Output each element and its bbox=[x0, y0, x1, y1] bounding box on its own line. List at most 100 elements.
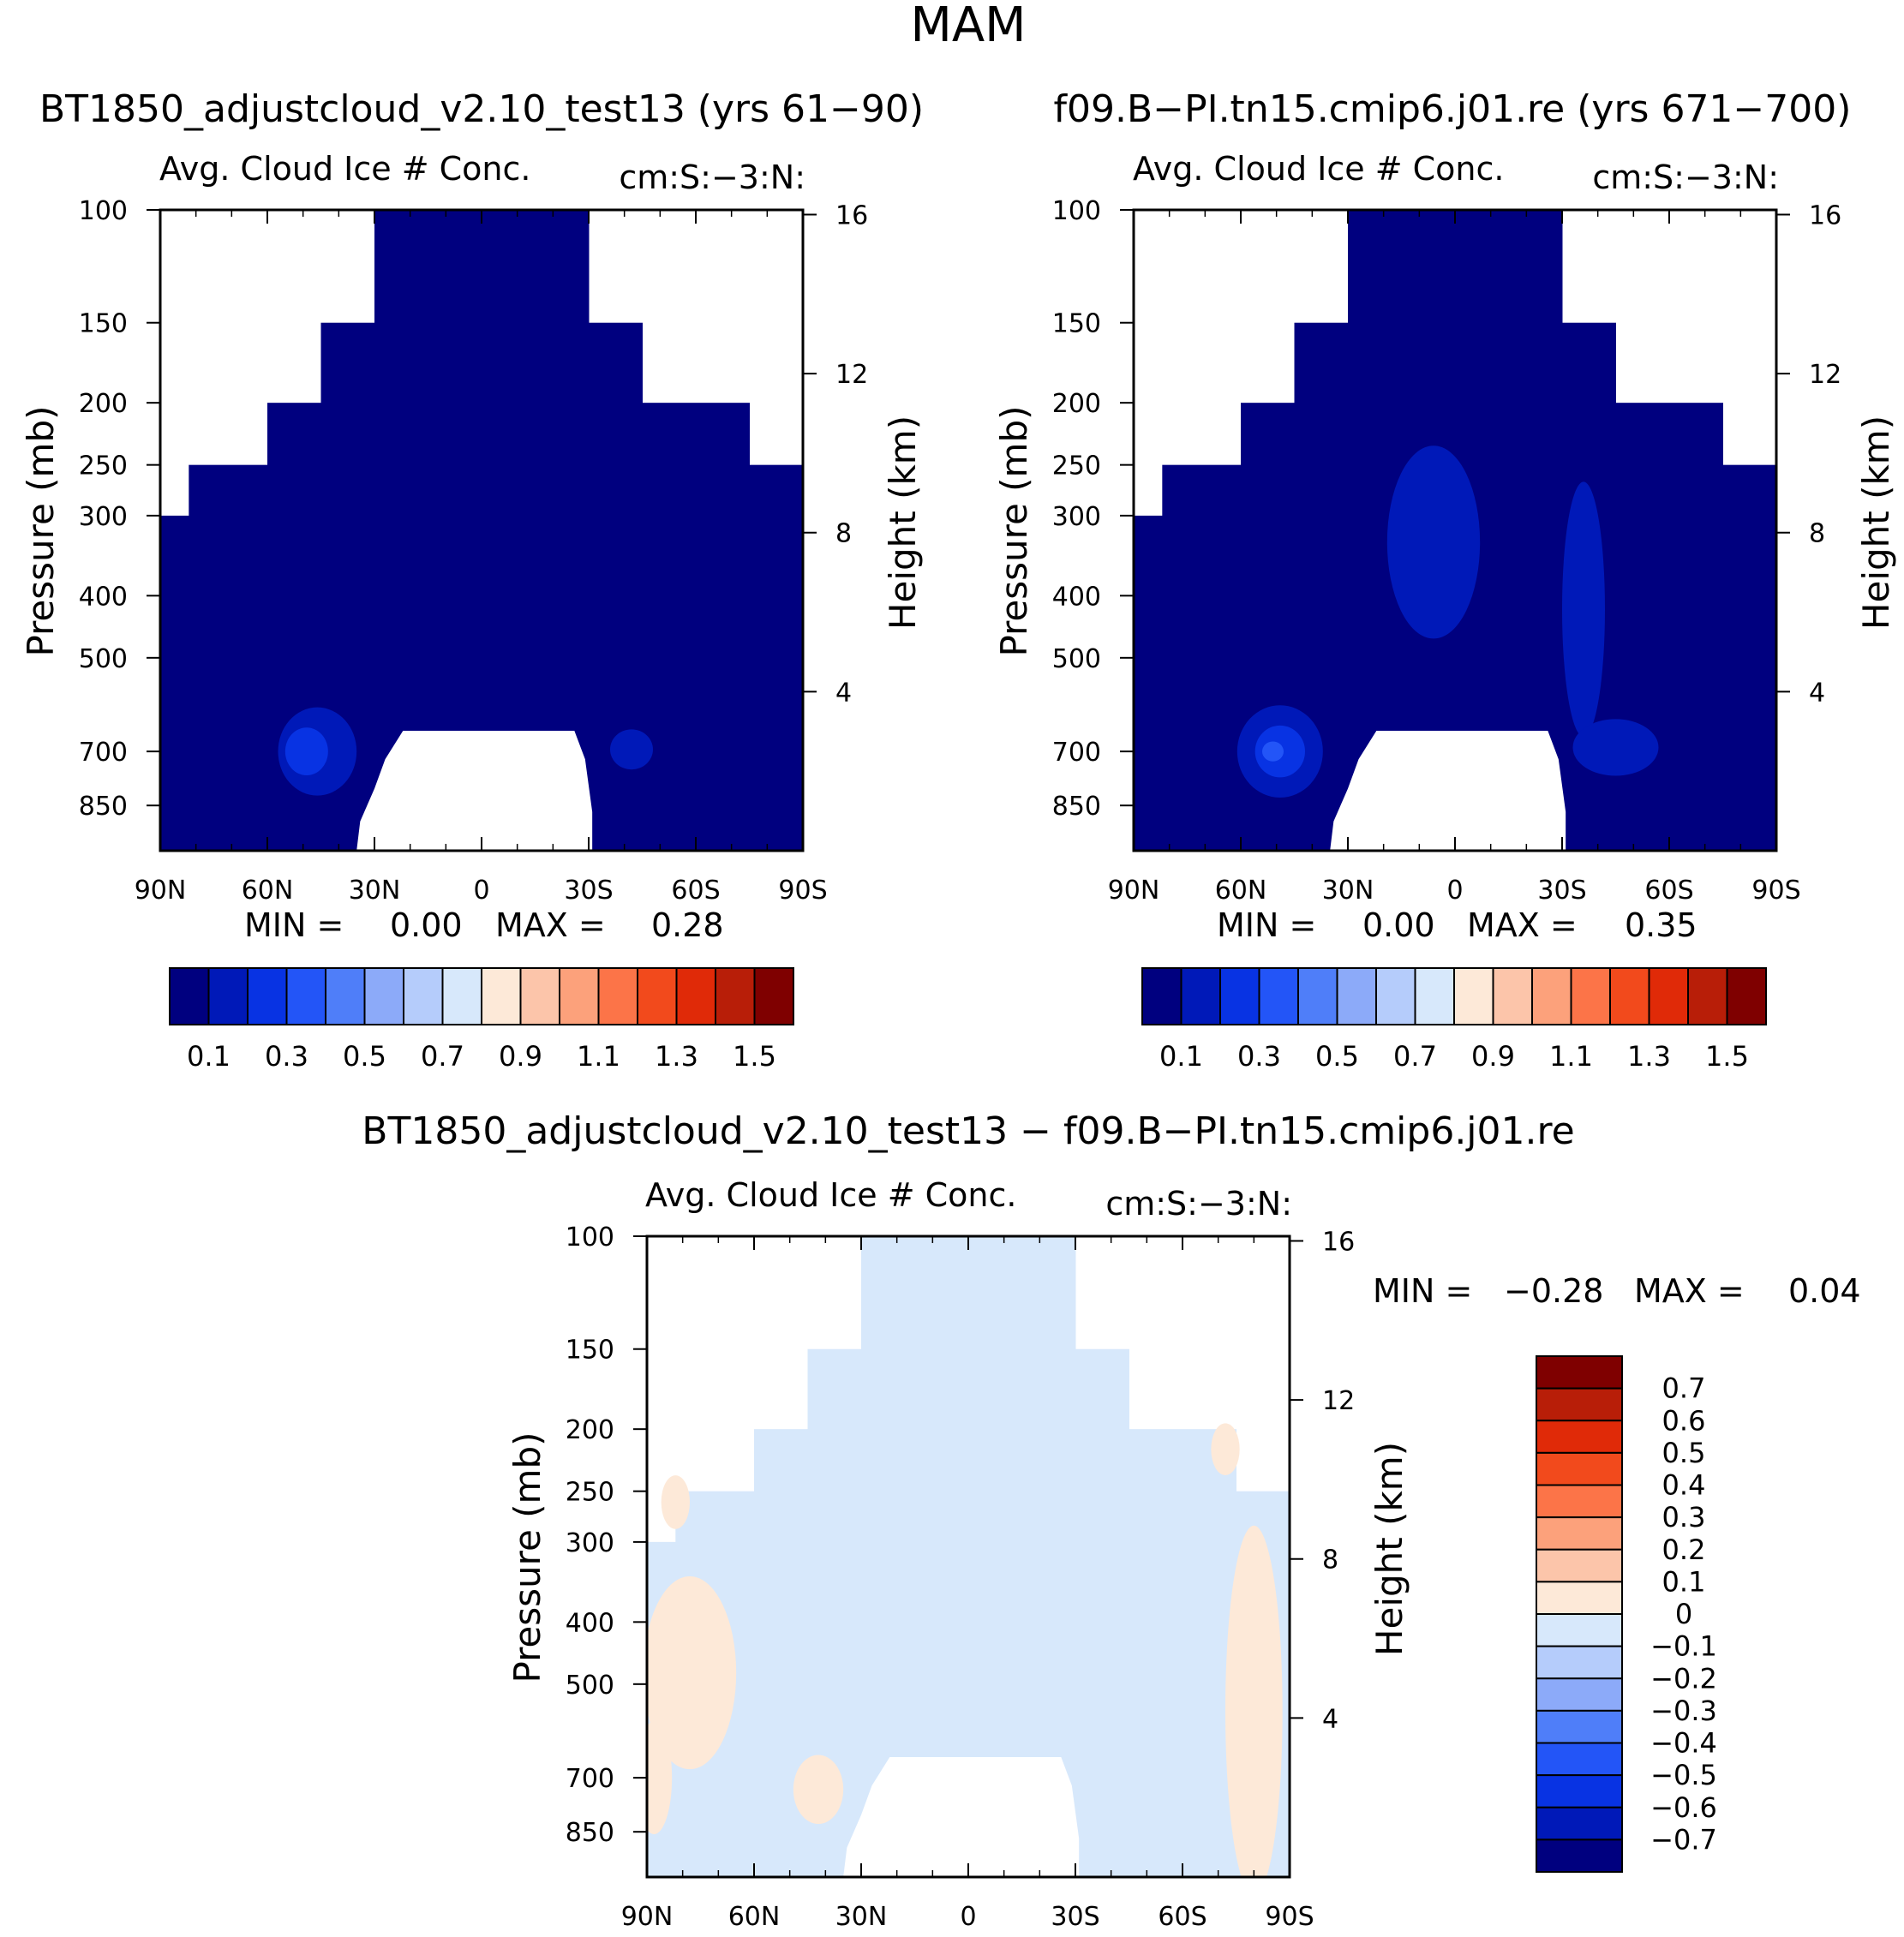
y-tick-label: 850 bbox=[566, 1818, 614, 1848]
max-value: 0.04 bbox=[1788, 1272, 1861, 1310]
y-tick-label: 400 bbox=[566, 1608, 614, 1638]
colorbar-swatch bbox=[1536, 1806, 1623, 1841]
colorbar-swatch bbox=[403, 967, 444, 1025]
x-tick-label: 90N bbox=[621, 1902, 674, 1932]
y-right-tick-label: 4 bbox=[835, 678, 852, 708]
figure-title: MAM bbox=[911, 0, 1027, 53]
contour-region bbox=[647, 1721, 673, 1834]
colorbar-swatch bbox=[1336, 967, 1377, 1025]
y-tick-label: 700 bbox=[566, 1764, 614, 1794]
colorbar-swatch bbox=[1414, 967, 1455, 1025]
x-tick-label: 30S bbox=[1537, 876, 1586, 906]
colorbar-swatch bbox=[1536, 1548, 1623, 1583]
y-tick-label: 500 bbox=[79, 644, 128, 674]
colorbar-swatch bbox=[1453, 967, 1494, 1025]
contour-region bbox=[661, 1475, 690, 1529]
y-tick-label: 200 bbox=[1052, 389, 1101, 419]
field-layer bbox=[160, 210, 803, 851]
units-label: cm:S:−3:N: bbox=[1592, 158, 1779, 196]
min-label: MIN = bbox=[1373, 1272, 1472, 1310]
y-tick-label: 700 bbox=[1052, 738, 1101, 768]
y-tick-label: 150 bbox=[1052, 309, 1101, 339]
colorbar-swatch bbox=[207, 967, 248, 1025]
y-right-tick-label: 16 bbox=[835, 200, 868, 230]
colorbar: 0.70.60.50.40.30.20.10−0.1−0.2−0.3−0.4−0… bbox=[1536, 1355, 1717, 1873]
panel-title: BT1850_adjustcloud_v2.10_test13 (yrs 61−… bbox=[39, 87, 924, 131]
colorbar-swatch bbox=[1536, 1613, 1623, 1647]
field-background bbox=[160, 515, 189, 851]
colorbar-label: 0.4 bbox=[1662, 1469, 1706, 1502]
orography-mask bbox=[356, 731, 593, 851]
colorbar-label: 0.7 bbox=[1393, 1040, 1437, 1073]
x-tick-label: 90S bbox=[1265, 1902, 1314, 1932]
colorbar-label: 1.3 bbox=[1627, 1040, 1671, 1073]
y-axis-title-left: Pressure (mb) bbox=[20, 405, 62, 656]
field-layer bbox=[647, 1236, 1290, 1877]
colorbar-label: 0.3 bbox=[1662, 1501, 1706, 1533]
colorbar-label: 0.6 bbox=[1662, 1404, 1706, 1437]
contour-plot bbox=[1132, 208, 1778, 852]
x-tick-label: 30S bbox=[564, 876, 613, 906]
y-tick-label: 700 bbox=[79, 738, 128, 768]
colorbar-swatch bbox=[1687, 967, 1728, 1025]
y-right-tick-label: 8 bbox=[1322, 1545, 1338, 1575]
y-axis-ticks-right: 16 12 8 4 bbox=[1776, 200, 1841, 708]
colorbar-label: 0.9 bbox=[1471, 1040, 1515, 1073]
x-tick-label: 60S bbox=[1158, 1902, 1206, 1932]
max-label: MAX = bbox=[1634, 1272, 1745, 1310]
colorbar-swatch bbox=[1570, 967, 1611, 1025]
variable-label: Avg. Cloud Ice # Conc. bbox=[645, 1176, 1016, 1214]
colorbar-swatch bbox=[363, 967, 404, 1025]
colorbar-label: 0.2 bbox=[1662, 1533, 1706, 1566]
variable-label: Avg. Cloud Ice # Conc. bbox=[159, 150, 530, 188]
colorbar-swatch bbox=[1536, 1742, 1623, 1777]
y-right-tick-label: 12 bbox=[1809, 360, 1841, 390]
x-tick-label: 90S bbox=[1751, 876, 1800, 906]
colorbar-swatch bbox=[1536, 1355, 1623, 1390]
colorbar-swatch bbox=[1726, 967, 1767, 1025]
x-tick-label: 90N bbox=[135, 876, 187, 906]
colorbar-swatch bbox=[597, 967, 638, 1025]
x-tick-label: 60N bbox=[1215, 876, 1267, 906]
field-layer bbox=[1134, 210, 1776, 851]
colorbar-swatch bbox=[1536, 1516, 1623, 1551]
colorbar-swatch bbox=[1536, 1677, 1623, 1712]
colorbar-label: −0.3 bbox=[1650, 1695, 1717, 1727]
colorbar-label: −0.5 bbox=[1650, 1759, 1717, 1791]
y-axis-ticks-right: 16 12 8 4 bbox=[803, 200, 868, 708]
colorbar-swatch bbox=[169, 967, 210, 1025]
y-tick-label: 200 bbox=[566, 1415, 614, 1445]
y-right-tick-label: 12 bbox=[1322, 1386, 1355, 1416]
colorbar-swatch bbox=[637, 967, 678, 1025]
colorbar-swatch bbox=[715, 967, 756, 1025]
y-axis-title-right: Height (km) bbox=[1855, 415, 1897, 630]
contour-plot bbox=[159, 208, 805, 852]
panel-control-case: BT1850_adjustcloud_v2.10_test13 (yrs 61−… bbox=[20, 87, 924, 1073]
y-tick-label: 500 bbox=[1052, 644, 1101, 674]
y-axis-title-right: Height (km) bbox=[1368, 1442, 1410, 1656]
x-tick-label: 90N bbox=[1108, 876, 1160, 906]
y-axis-ticks-left: 100 150 200 250 300 400 500 700 850 bbox=[1052, 196, 1134, 822]
min-label: MIN = bbox=[1217, 906, 1316, 944]
x-tick-label: 90S bbox=[778, 876, 827, 906]
colorbar-swatch bbox=[1180, 967, 1221, 1025]
field-background bbox=[1615, 403, 1723, 851]
panel-title: f09.B−PI.tn15.cmip6.j01.re (yrs 671−700) bbox=[1054, 87, 1852, 131]
y-tick-label: 150 bbox=[566, 1336, 614, 1366]
colorbar-label: 0.5 bbox=[1662, 1437, 1706, 1469]
colorbar-swatch bbox=[1536, 1420, 1623, 1454]
colorbar-label: 1.5 bbox=[1705, 1040, 1749, 1073]
field-background bbox=[1075, 1348, 1129, 1877]
colorbar-swatch bbox=[1531, 967, 1572, 1025]
y-tick-label: 300 bbox=[566, 1528, 614, 1558]
colorbar-label: 0.7 bbox=[421, 1040, 464, 1073]
y-right-tick-label: 16 bbox=[1809, 200, 1841, 230]
colorbar-label: 0.3 bbox=[1237, 1040, 1281, 1073]
colorbar-swatch bbox=[325, 967, 366, 1025]
max-value: 0.28 bbox=[651, 906, 724, 944]
x-tick-label: 60N bbox=[242, 876, 294, 906]
contour-region bbox=[793, 1755, 844, 1825]
contour-region bbox=[1211, 1423, 1240, 1475]
field-background bbox=[749, 464, 803, 851]
x-tick-label: 0 bbox=[473, 876, 489, 906]
